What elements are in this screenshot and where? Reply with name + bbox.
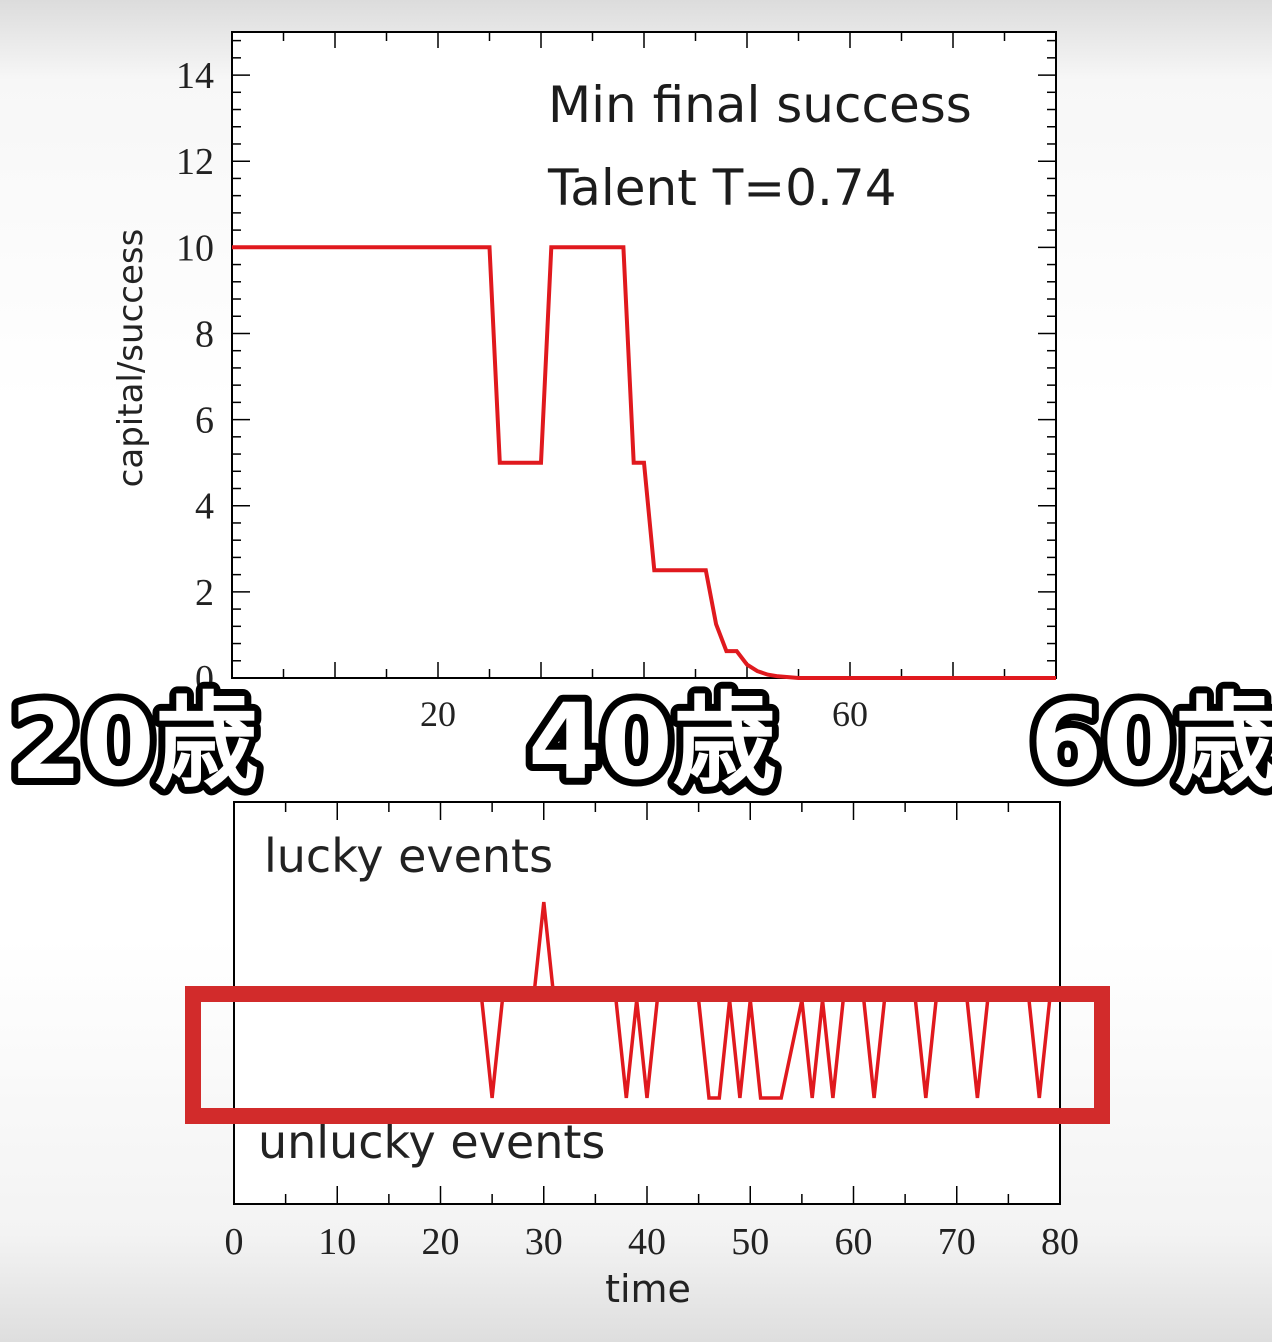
age-label-60: 60歳	[1030, 681, 1272, 803]
bottom-x-tick-label: 40	[628, 1221, 666, 1263]
annotation-min-final-success: Min final success	[548, 76, 972, 134]
top-plot-frame	[231, 31, 1057, 679]
bottom-plot-frame	[233, 801, 1061, 1205]
top-y-tick-label: 12	[176, 141, 214, 183]
capital-series-line	[232, 245, 1056, 680]
bottom-plot-tick-labels: 0 10 20 30 40 50 60 70 80	[225, 1221, 1080, 1263]
age-label-40: 40歳	[528, 681, 777, 803]
bottom-x-tick-label: 70	[938, 1221, 976, 1263]
bottom-x-tick-label: 60	[835, 1221, 873, 1263]
top-plot-ticks	[231, 32, 1057, 679]
age-label-20: 20歳	[10, 681, 259, 803]
top-plot: 0 2 4 6 8 10 12 14 20 60 capital/success Min fina…	[111, 31, 1057, 734]
bottom-xlabel: time	[605, 1267, 691, 1311]
top-y-tick-label: 6	[195, 400, 214, 442]
annotation-talent: Talent T=0.74	[547, 159, 897, 217]
bottom-plot-ticks	[233, 802, 1061, 1204]
top-y-tick-label: 8	[195, 313, 214, 355]
bottom-x-tick-label: 0	[225, 1221, 244, 1263]
top-y-tick-label: 14	[176, 55, 214, 97]
bottom-x-tick-label: 80	[1041, 1221, 1079, 1263]
top-x-tick-label: 60	[832, 694, 868, 734]
bottom-x-tick-label: 10	[318, 1221, 356, 1263]
unlucky-events-highlight-box	[185, 986, 1110, 1124]
lucky-events-label: lucky events	[264, 829, 553, 883]
top-ylabel: capital/success	[111, 229, 151, 488]
top-x-tick-label: 20	[420, 694, 456, 734]
top-y-tick-label: 10	[176, 227, 214, 269]
bottom-x-tick-label: 30	[525, 1221, 563, 1263]
bottom-x-tick-label: 50	[731, 1221, 769, 1263]
bottom-plot: 0 10 20 30 40 50 60 70 80 lucky events unlucky e…	[225, 801, 1080, 1311]
top-y-tick-label: 0	[195, 658, 214, 700]
top-y-tick-label: 4	[195, 486, 214, 528]
bottom-x-tick-label: 20	[422, 1221, 460, 1263]
top-y-tick-label: 2	[195, 572, 214, 614]
age-caption-overlay: 20歳 40歳 60歳	[3, 674, 1272, 810]
top-plot-tick-labels: 0 2 4 6 8 10 12 14 20 60	[176, 55, 868, 734]
